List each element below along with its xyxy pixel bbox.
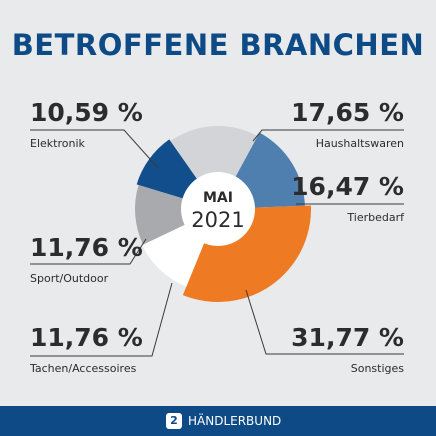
leader-line-haushaltswaren	[252, 129, 404, 142]
value-elektronik: 10,59 %	[30, 98, 143, 127]
pie-slice-haushaltswaren	[170, 125, 258, 209]
label-haushaltswaren: Haushaltswaren	[315, 137, 404, 150]
leader-line-elektronik	[30, 129, 159, 169]
value-haushaltswaren: 17,65 %	[291, 98, 404, 127]
label-sonstiges: Sonstiges	[350, 362, 404, 375]
center-year: 2021	[191, 208, 245, 232]
value-tachen-accessoires: 11,76 %	[30, 323, 143, 352]
value-tierbedarf: 16,47 %	[291, 172, 404, 201]
label-tachen-accessoires: Tachen/Accessoires	[30, 362, 137, 375]
center-month: MAI	[203, 190, 233, 206]
value-sport-outdoor: 11,76 %	[30, 233, 143, 262]
pie-slice-sport-outdoor	[134, 184, 218, 245]
haendlerbund-logo-icon: 2	[166, 413, 182, 429]
footer-bar	[0, 406, 436, 436]
leader-line-sonstiges	[245, 289, 404, 355]
label-tierbedarf: Tierbedarf	[347, 211, 404, 224]
leader-line-sport-outdoor	[30, 238, 147, 265]
value-sonstiges: 31,77 %	[291, 323, 404, 352]
label-elektronik: Elektronik	[30, 137, 85, 150]
leader-line-tachen-accessoires	[30, 282, 173, 357]
label-sport-outdoor: Sport/Outdoor	[30, 272, 109, 285]
donut-hole	[181, 172, 255, 246]
brand-name: HÄNDLERBUND	[188, 414, 282, 428]
page-title: BETROFFENE BRANCHEN	[11, 28, 425, 62]
